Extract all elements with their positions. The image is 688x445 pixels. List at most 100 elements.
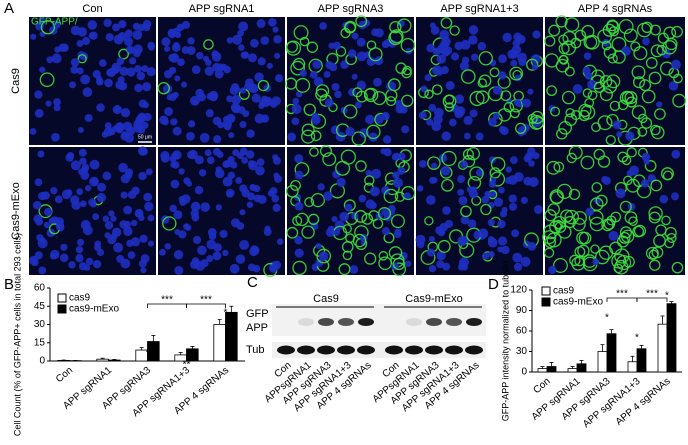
- nucleus: [238, 44, 245, 51]
- nucleus: [124, 37, 133, 46]
- nucleus: [420, 85, 428, 93]
- nucleus: [196, 52, 204, 60]
- nucleus: [451, 52, 460, 61]
- nucleus: [520, 256, 531, 267]
- gfp-cell: [489, 67, 500, 78]
- gfp-cell: [342, 250, 353, 261]
- x-tick-label: Con: [531, 376, 552, 396]
- gfp-cell: [390, 214, 405, 229]
- gfp-cell: [589, 216, 605, 232]
- nucleus: [185, 224, 192, 231]
- nucleus: [431, 162, 438, 169]
- gfp-cell: [555, 15, 568, 28]
- nucleus: [172, 126, 182, 136]
- tubulin-band: [445, 345, 463, 355]
- gfp-cell: [550, 190, 564, 205]
- gfp-cell: [656, 44, 667, 56]
- nucleus: [238, 21, 249, 32]
- nucleus: [441, 48, 450, 57]
- nucleus: [256, 19, 266, 28]
- gfp-cell: [306, 41, 319, 53]
- nucleus: [272, 26, 279, 33]
- nucleus: [78, 148, 87, 157]
- nucleus: [246, 129, 255, 138]
- nucleus: [392, 177, 403, 188]
- gfp-cell: [546, 160, 561, 175]
- gfp-cell: [649, 259, 661, 271]
- significance-label: **: [183, 360, 191, 371]
- nucleus: [460, 39, 471, 50]
- nucleus: [65, 153, 74, 162]
- micrograph: [415, 147, 543, 275]
- gfp-cell: [395, 62, 407, 74]
- nucleus: [120, 132, 129, 141]
- band-label: APP: [246, 322, 268, 334]
- nucleus: [88, 32, 95, 39]
- legend-label: cas9-mExo: [69, 304, 119, 315]
- nucleus: [339, 211, 349, 222]
- nucleus: [348, 88, 357, 97]
- nucleus: [416, 185, 424, 192]
- gfp-cell: [338, 263, 351, 276]
- nucleus: [311, 113, 320, 121]
- nucleus: [365, 199, 376, 209]
- gfp-cell: [581, 24, 595, 39]
- nucleus: [186, 150, 195, 159]
- nucleus: [294, 201, 304, 211]
- nucleus: [50, 249, 60, 260]
- nucleus: [198, 169, 207, 177]
- nucleus: [194, 185, 204, 195]
- gfp-cell: [546, 85, 558, 97]
- gfp-cell: [631, 65, 646, 80]
- nucleus: [274, 74, 284, 83]
- nucleus: [459, 61, 469, 71]
- nucleus: [441, 131, 452, 141]
- gfp-cell: [526, 58, 539, 71]
- nucleus: [425, 195, 436, 205]
- gfp-cell: [389, 20, 402, 34]
- gfp-cell: [662, 40, 677, 55]
- gfp-cell: [633, 46, 648, 61]
- nucleus: [75, 254, 84, 263]
- nucleus: [174, 75, 181, 82]
- gfp-cell: [355, 15, 368, 28]
- gfp-cell: [295, 77, 311, 93]
- nucleus: [142, 101, 149, 109]
- nucleus: [365, 114, 375, 125]
- gfp-cell: [555, 58, 570, 73]
- nucleus: [230, 218, 240, 228]
- gfp-cell: [558, 43, 570, 55]
- y-tick-label: 0: [39, 356, 45, 367]
- gfp-cell: [543, 247, 555, 258]
- gfp-cell: [564, 17, 580, 32]
- significance-label: *: [224, 308, 228, 319]
- gfp-cell: [544, 35, 556, 47]
- gfp-cell: [368, 47, 383, 62]
- micrograph: [158, 147, 285, 278]
- nucleus: [213, 243, 222, 252]
- nucleus: [59, 253, 69, 263]
- nucleus: [89, 159, 100, 170]
- nucleus: [517, 52, 527, 63]
- nucleus: [436, 69, 443, 76]
- y-tick-label: 120: [510, 285, 527, 296]
- legend-label: cas9-mExo: [553, 297, 603, 308]
- bar: [576, 363, 587, 373]
- nucleus: [129, 57, 137, 65]
- nucleus: [532, 30, 541, 39]
- nucleus: [126, 46, 133, 53]
- nucleus: [222, 160, 230, 168]
- nucleus: [139, 234, 148, 243]
- nucleus: [468, 25, 479, 35]
- nucleus: [79, 157, 87, 165]
- nucleus: [126, 126, 136, 136]
- nucleus: [237, 106, 246, 114]
- gfp-cell: [550, 106, 561, 117]
- gfp-cell: [400, 37, 416, 53]
- nucleus: [119, 220, 129, 229]
- tubulin-band: [385, 345, 403, 355]
- gfp-cell: [489, 171, 506, 187]
- nucleus: [592, 258, 600, 266]
- nucleus: [475, 132, 484, 141]
- nucleus: [132, 30, 143, 40]
